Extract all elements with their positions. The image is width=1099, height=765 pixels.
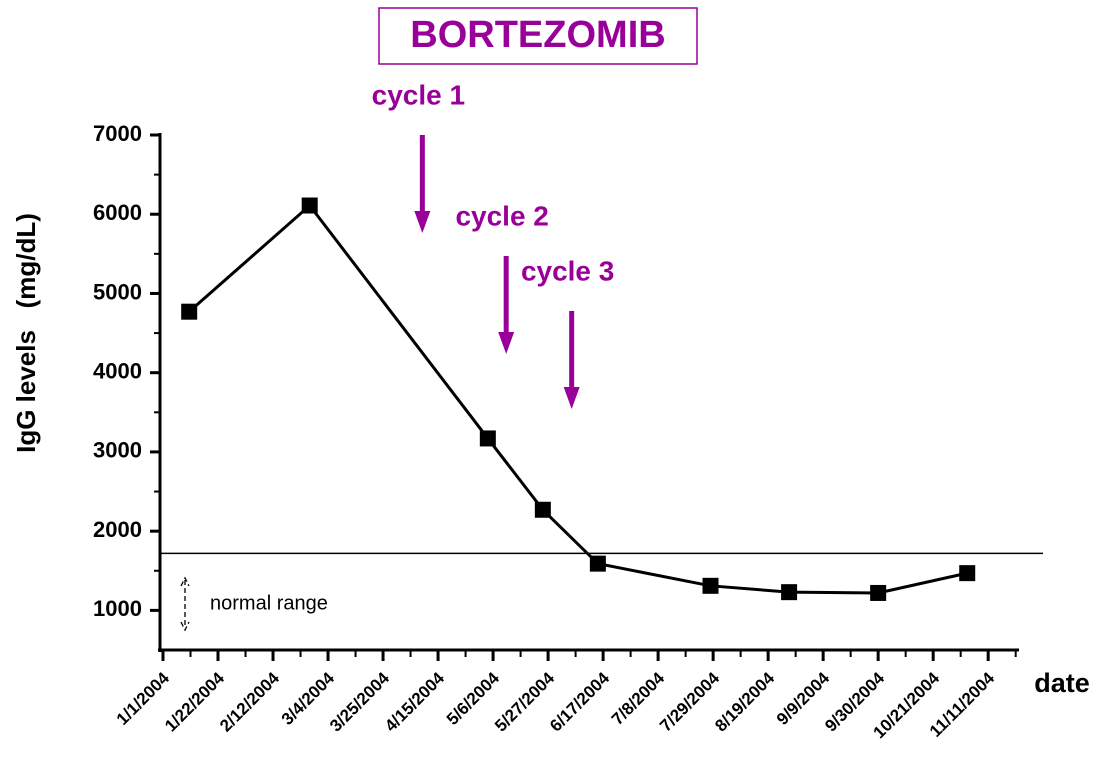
data-point [181,303,198,320]
annotation-arrowhead [563,387,580,409]
range-arrow [180,576,190,632]
y-axis-label: IgG levels (mg/dL) [11,213,41,453]
data-point [702,577,719,594]
annotation-label: cycle 3 [521,255,614,286]
x-tick-label: 2/12/2004 [216,668,283,735]
data-point [870,584,887,601]
chart-title: BORTEZOMIB [410,14,665,56]
x-tick-label: 8/19/2004 [711,668,778,735]
annotation-arrowhead [414,211,431,233]
y-tick-label: 5000 [93,279,142,304]
annotation-label: cycle 2 [455,200,548,231]
annotation-arrowhead [498,332,515,354]
x-tick-label: 6/17/2004 [546,668,613,735]
y-tick-label: 3000 [93,438,142,463]
data-point [589,555,606,572]
data-point [781,584,798,601]
data-point [959,565,976,582]
x-axis-label: date [1034,668,1090,698]
y-tick-label: 2000 [93,517,142,542]
y-tick-label: 6000 [93,200,142,225]
y-tick-label: 4000 [93,359,142,384]
title-box [378,7,698,65]
data-point [479,430,496,447]
y-tick-label: 7000 [93,121,142,146]
reference-label: normal range [210,592,328,614]
data-point [534,501,551,518]
annotation-label: cycle 1 [372,79,465,110]
x-tick-label: 4/15/2004 [381,668,448,735]
data-point [301,197,318,214]
y-tick-label: 1000 [93,596,142,621]
